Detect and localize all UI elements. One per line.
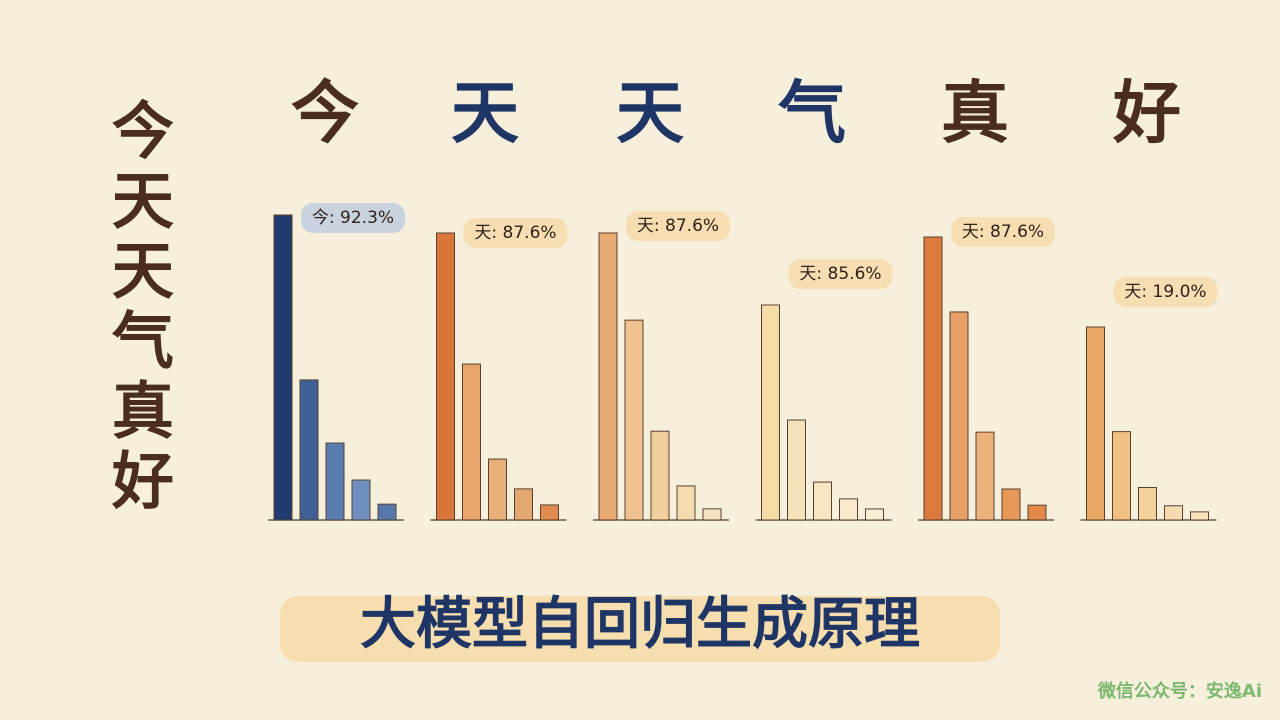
- bar: [975, 431, 995, 521]
- token: 今: [291, 75, 359, 154]
- bar: [865, 508, 884, 521]
- token: 气: [778, 75, 846, 154]
- bar: [377, 503, 397, 521]
- bar: [1112, 431, 1131, 521]
- bar: [325, 442, 345, 521]
- bar: [1164, 505, 1183, 521]
- bar: [787, 419, 806, 521]
- bar: [761, 304, 780, 521]
- bar: [1190, 511, 1209, 521]
- bar: [488, 458, 507, 521]
- label-bg: [788, 259, 893, 289]
- value-label: 天: 85.6%: [799, 264, 881, 284]
- label-bg: [951, 217, 1055, 247]
- token: 真: [941, 75, 1009, 154]
- bar: [273, 214, 293, 521]
- bar: [1138, 486, 1157, 521]
- bar: [351, 479, 371, 521]
- bar: [514, 488, 533, 521]
- subtitle: 大模型自回归生成原理: [360, 592, 920, 657]
- value-label: 天: 87.6%: [962, 222, 1044, 242]
- value-label: 天: 19.0%: [1124, 282, 1206, 302]
- token: 天: [616, 75, 684, 154]
- bar: [462, 363, 481, 521]
- label-bg: [626, 211, 730, 241]
- bar: [299, 379, 319, 521]
- value-label: 天: 87.6%: [637, 216, 719, 236]
- label-bg: [463, 218, 568, 248]
- vertical-title: 今天天气真好: [101, 98, 175, 518]
- bar: [598, 232, 618, 521]
- bar: [839, 498, 858, 521]
- bar: [1027, 504, 1047, 521]
- label-bg: [1113, 277, 1218, 307]
- bar: [650, 430, 670, 521]
- value-label: 天: 87.6%: [474, 223, 556, 243]
- bar: [540, 504, 559, 521]
- bar: [923, 236, 943, 521]
- bar: [624, 319, 644, 521]
- subtitle-highlight: [280, 596, 1000, 662]
- bar: [949, 311, 969, 521]
- token: 好: [1112, 75, 1181, 154]
- bar: [702, 508, 722, 521]
- label-bg: [301, 203, 405, 233]
- token: 天: [451, 75, 519, 154]
- bar: [1001, 488, 1021, 521]
- bar: [436, 232, 455, 521]
- watermark: 微信公众号：安逸Ai: [1097, 680, 1262, 702]
- bar: [1086, 326, 1105, 521]
- bar: [676, 485, 696, 521]
- bar: [813, 481, 832, 521]
- value-label: 今: 92.3%: [312, 208, 394, 228]
